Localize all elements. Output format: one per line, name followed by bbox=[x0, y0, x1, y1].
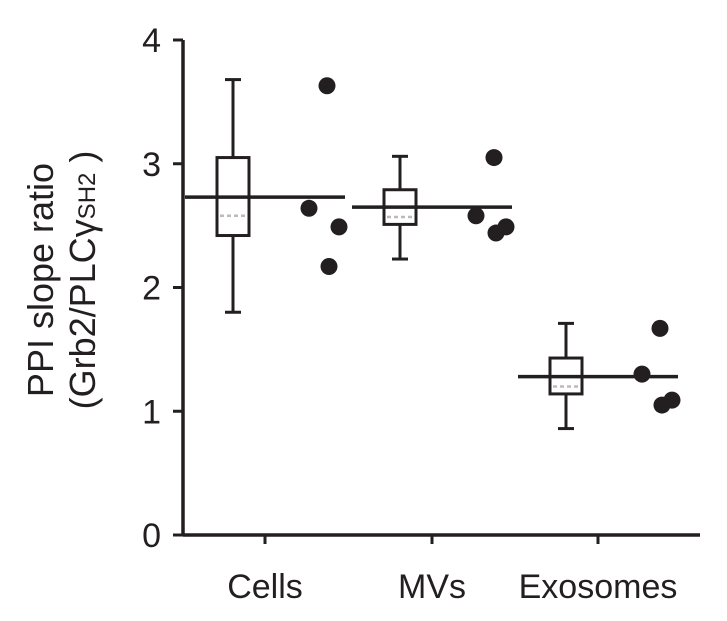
y-tick-label: 2 bbox=[142, 270, 161, 308]
x-tick-label-exosomes: Exosomes bbox=[519, 568, 678, 606]
box-group-mvs bbox=[352, 154, 512, 261]
y-tick-label: 3 bbox=[142, 146, 161, 184]
y-tick-label: 1 bbox=[142, 393, 161, 431]
data-points bbox=[300, 77, 681, 414]
data-point bbox=[651, 319, 669, 337]
data-point bbox=[300, 199, 318, 217]
y-ticks: 0 1 2 3 4 bbox=[142, 22, 183, 555]
data-point bbox=[320, 257, 338, 275]
data-point bbox=[318, 77, 336, 95]
x-tick-label-cells: Cells bbox=[227, 568, 303, 606]
data-point bbox=[487, 224, 505, 242]
box-group-cells bbox=[185, 78, 345, 314]
data-point bbox=[633, 365, 651, 383]
data-point bbox=[653, 396, 671, 414]
box-group-exosomes bbox=[518, 321, 678, 431]
x-tick-label-mvs: MVs bbox=[398, 568, 466, 606]
y-tick-label: 0 bbox=[142, 517, 161, 555]
y-axis-label-line1: PPI slope ratio bbox=[20, 163, 61, 397]
data-point bbox=[330, 218, 348, 236]
y-axis-label-line2: (Grb2/PLCγSH2 ) bbox=[62, 151, 103, 410]
x-tick-labels: Cells MVs Exosomes bbox=[227, 568, 677, 606]
data-point bbox=[485, 149, 503, 167]
box-groups bbox=[185, 78, 678, 431]
y-tick-label: 4 bbox=[142, 22, 161, 60]
axes bbox=[181, 40, 700, 544]
y-axis-label: PPI slope ratio (Grb2/PLCγSH2 ) bbox=[20, 151, 103, 410]
data-point bbox=[467, 207, 485, 225]
